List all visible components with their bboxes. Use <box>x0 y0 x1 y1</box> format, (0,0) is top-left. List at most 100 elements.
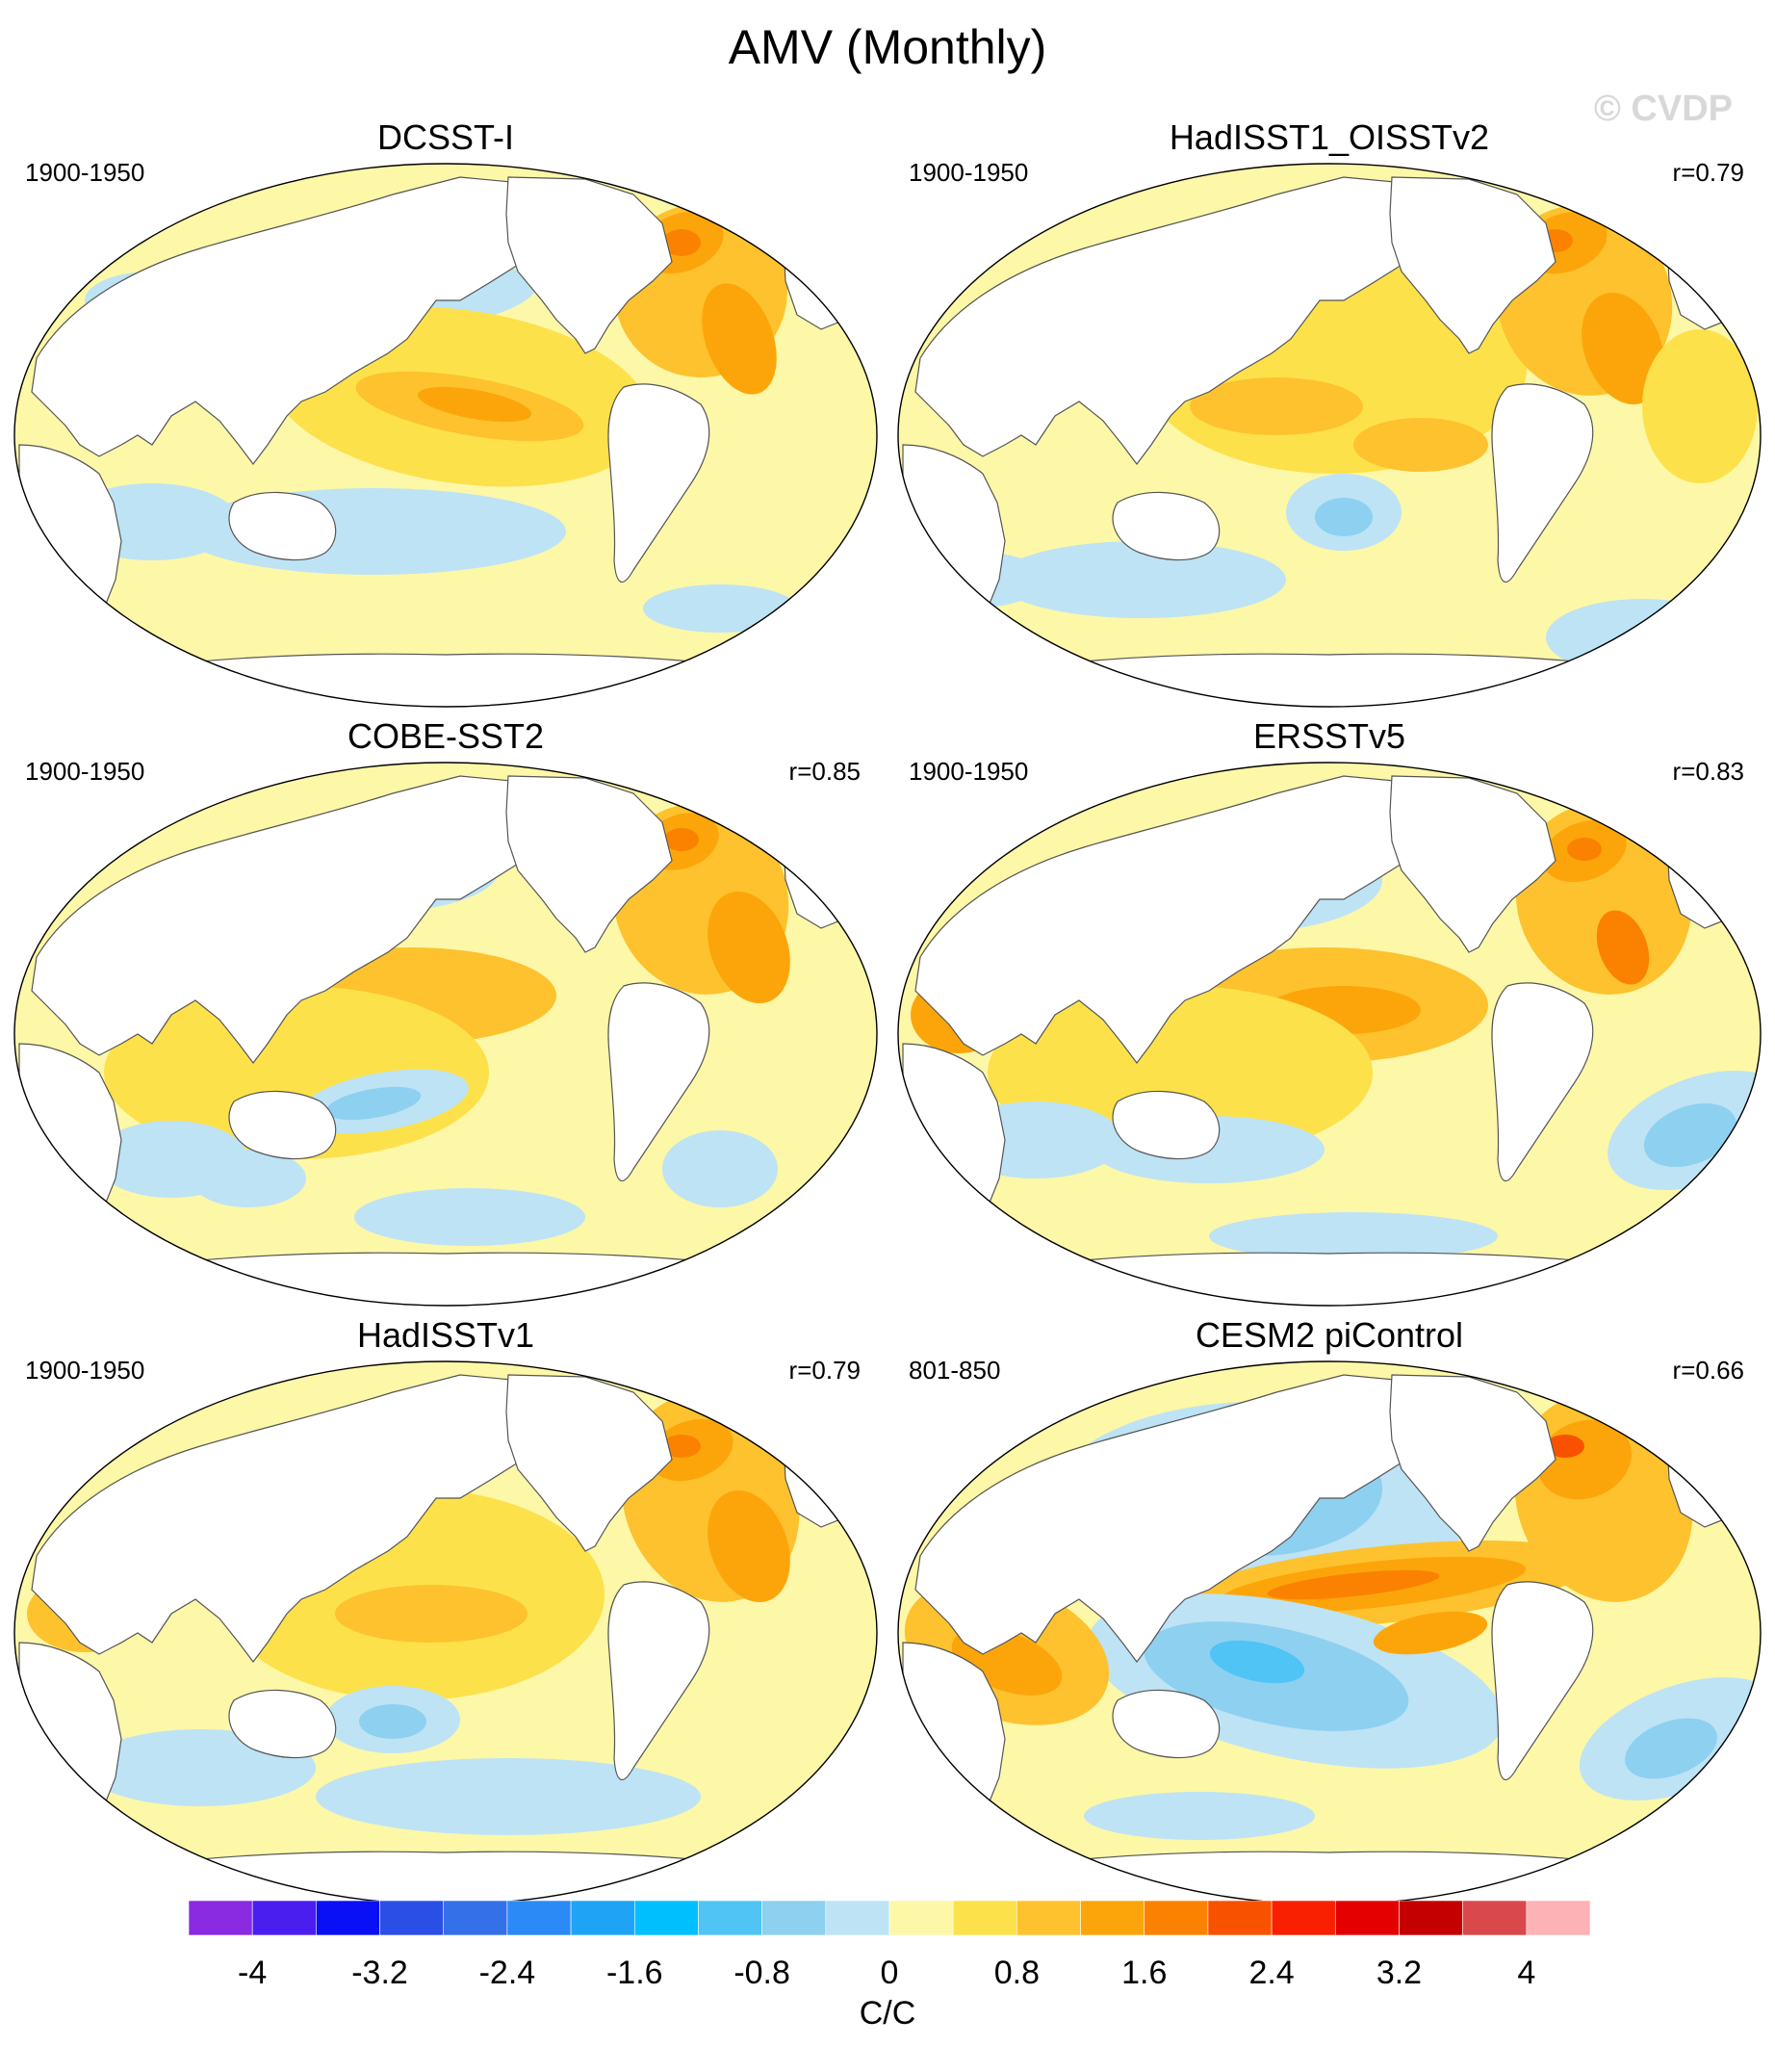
cool-anomaly-region <box>1209 1640 1305 1684</box>
warm-anomaly-region <box>1373 1611 1488 1655</box>
cool-anomaly-region <box>816 175 877 214</box>
landmass-northAmerica <box>1389 1374 1556 1552</box>
panel-title: COBE-SST2 <box>347 716 545 756</box>
warm-anomaly-region <box>1582 292 1664 405</box>
panel-correlation: r=0.79 <box>1672 158 1744 187</box>
warm-anomaly-region <box>1353 418 1488 472</box>
panel-period: 1900-1950 <box>909 158 1029 187</box>
map-body <box>14 1361 877 1904</box>
colorbar-swatch <box>1526 1901 1590 1935</box>
landmass-australia <box>1112 1689 1221 1759</box>
sst-regression-map <box>897 1360 1762 1905</box>
sst-regression-map <box>897 163 1762 708</box>
panel-correlation: r=0.79 <box>788 1356 861 1385</box>
map-body <box>898 1361 1761 1904</box>
colorbar-tick-label: -0.8 <box>733 1955 790 1991</box>
cool-anomaly-region <box>191 1150 306 1207</box>
colorbar <box>189 1901 1590 1935</box>
landmass-southAmerica <box>1491 1581 1594 1780</box>
warm-anomaly-region <box>1596 910 1650 985</box>
colorbar-swatch <box>888 1901 954 1935</box>
landmass-australia <box>228 1090 337 1160</box>
map-body <box>898 164 1761 707</box>
cool-anomaly-region <box>997 541 1286 618</box>
panel-correlation: r=0.85 <box>788 757 861 786</box>
landmass-southAmerica <box>1491 383 1594 583</box>
sst-regression-map <box>13 163 878 708</box>
cool-anomaly-region <box>316 1758 701 1835</box>
warm-anomaly-region <box>1567 838 1602 861</box>
colorbar-swatch <box>761 1901 827 1935</box>
landmass-asia <box>914 176 1429 465</box>
landmass-northAmerica <box>1389 176 1556 354</box>
warm-anomaly-region <box>662 229 701 256</box>
warm-anomaly-region <box>1267 1569 1440 1600</box>
landmass-antarctica <box>967 653 1691 707</box>
colorbar-swatch <box>443 1901 508 1935</box>
landmass-southAmerica <box>1491 982 1594 1181</box>
colorbar-swatch <box>698 1901 762 1935</box>
cool-anomaly-region <box>1315 498 1373 536</box>
landmass-asia <box>914 1374 1429 1663</box>
panel-title: DCSST-I <box>376 117 514 157</box>
panel-cesm2-picontrol: CESM2 piControl 801-850 r=0.66 <box>891 1315 1767 1912</box>
cvdp-watermark: © CVDP <box>1593 89 1733 129</box>
warm-anomaly-region <box>702 283 777 395</box>
colorbar-tick-label: 2.4 <box>1248 1955 1295 1991</box>
cool-anomaly-region <box>643 584 797 633</box>
panel-period: 1900-1950 <box>909 757 1029 786</box>
colorbar-tick-label: 0.8 <box>993 1955 1040 1991</box>
colorbar-tick-label: -1.6 <box>605 1955 663 1991</box>
cool-anomaly-region <box>354 1188 585 1246</box>
warm-anomaly-region <box>1190 377 1363 435</box>
panel-ersstv5: ERSSTv5 1900-1950 r=0.83 <box>891 716 1767 1313</box>
colorbar-swatch <box>825 1901 890 1935</box>
map-body <box>898 763 1761 1306</box>
panel-dcsst-i: DCSST-I 1900-1950 <box>8 117 884 714</box>
landmass-antarctica <box>84 653 808 707</box>
colorbar-swatch <box>952 1901 1017 1935</box>
colorbar-tick-label: -2.4 <box>478 1955 536 1991</box>
colorbar-swatch <box>1462 1901 1528 1935</box>
map-border <box>13 762 878 1307</box>
colorbar-tick-label: 3.2 <box>1376 1955 1423 1991</box>
landmass-australia <box>1112 1090 1221 1160</box>
landmass-antarctica <box>967 1252 1691 1306</box>
cool-anomaly-region <box>359 1704 426 1739</box>
cool-anomaly-region <box>1546 599 1738 676</box>
landmass-australia <box>228 1689 337 1759</box>
cool-anomaly-region <box>1643 1103 1737 1167</box>
colorbar-tick-label: -3.2 <box>351 1955 408 1991</box>
landmass-asia <box>31 176 546 465</box>
warm-anomaly-region <box>664 828 699 851</box>
colorbar-swatch <box>633 1901 699 1935</box>
landmass-southAmerica <box>607 383 710 583</box>
landmass-antarctica <box>84 1252 808 1306</box>
panel-title: HadISST1_OISSTv2 <box>1169 117 1490 157</box>
colorbar-swatch <box>506 1901 572 1935</box>
panel-period: 1900-1950 <box>25 757 145 786</box>
warm-anomaly-region <box>1642 329 1758 483</box>
warm-anomaly-region <box>1546 1435 1584 1458</box>
landmass-asia <box>31 775 546 1064</box>
panel-hadisstv1: HadISSTv1 1900-1950 r=0.79 <box>8 1315 884 1912</box>
panel-correlation: r=0.83 <box>1672 757 1744 786</box>
warm-anomaly-region <box>707 891 790 1004</box>
warm-anomaly-region <box>662 1435 701 1458</box>
colorbar-swatch <box>1399 1901 1463 1935</box>
warm-anomaly-region <box>335 1585 527 1643</box>
sst-regression-map <box>13 1360 878 1905</box>
landmass-asia <box>31 1374 546 1663</box>
map-border <box>897 163 1762 708</box>
colorbar-swatch <box>1016 1901 1081 1935</box>
sst-regression-map <box>897 762 1762 1307</box>
panel-period: 1900-1950 <box>25 1356 145 1385</box>
cool-anomaly-region <box>662 1130 778 1207</box>
landmass-northAmerica <box>505 176 673 354</box>
colorbar-tick-label: 1.6 <box>1121 1955 1168 1991</box>
warm-anomaly-region <box>707 1489 790 1603</box>
colorbar-swatch <box>1080 1901 1145 1935</box>
cool-anomaly-region <box>1209 1212 1498 1260</box>
warm-anomaly-region <box>417 386 532 423</box>
cool-anomaly-region <box>325 1086 422 1121</box>
